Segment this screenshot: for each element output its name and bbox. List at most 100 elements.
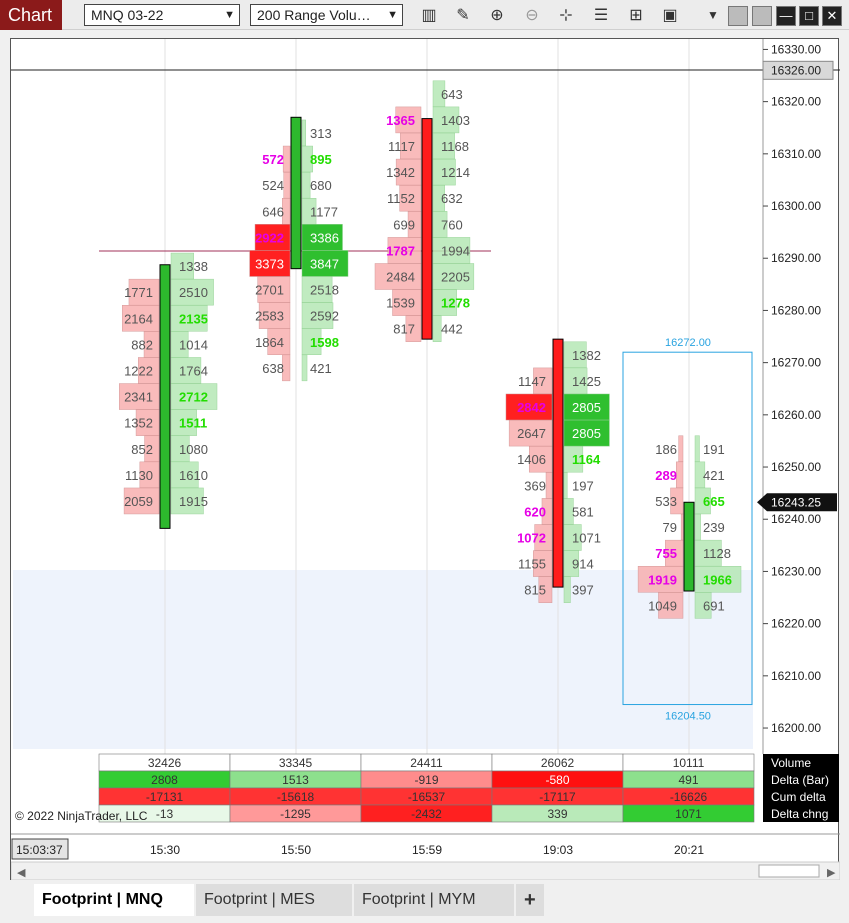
bid-volume-label: 1919 — [648, 572, 677, 587]
summary-cell-value: 26062 — [541, 756, 575, 770]
dropdown-icon[interactable]: ▼ — [707, 8, 719, 22]
price-tick-label: 16320.00 — [771, 95, 821, 109]
ask-volume-label: 2805 — [572, 426, 601, 441]
bid-volume-label: 1539 — [386, 296, 415, 311]
scroll-right-icon[interactable]: ▶ — [827, 867, 836, 879]
bid-volume-bar — [257, 276, 291, 303]
ask-volume-label: 581 — [572, 504, 594, 519]
ask-volume-label: 1278 — [441, 296, 470, 311]
summary-cell-value: 2808 — [151, 773, 178, 787]
tab-footprint-mym[interactable]: Footprint | MYM — [354, 884, 514, 916]
window-button-gray[interactable] — [728, 6, 748, 26]
summary-cell-value: 10111 — [673, 756, 705, 770]
candle-body[interactable] — [421, 118, 433, 340]
window-button-gray-2[interactable] — [752, 6, 772, 26]
bid-volume-bar — [254, 224, 291, 251]
tab-footprint-mnq[interactable]: Footprint | MNQ — [34, 884, 194, 916]
ask-volume-bar — [301, 171, 311, 199]
ask-volume-bar — [694, 487, 711, 515]
zoom-in-icon[interactable]: ⊕ — [490, 7, 504, 24]
ask-volume-label: 3386 — [310, 230, 339, 245]
ask-volume-label: 632 — [441, 191, 463, 206]
candle-body[interactable] — [159, 264, 171, 529]
candle-body[interactable] — [290, 116, 302, 270]
summary-cell-value: -16626 — [670, 790, 708, 804]
minimize-button[interactable]: — — [776, 6, 796, 26]
summary-cell-value: 1513 — [282, 773, 309, 787]
ask-volume-label: 1080 — [179, 442, 208, 457]
ask-volume-label: 1511 — [179, 416, 207, 431]
current-price-badge — [757, 493, 837, 512]
maximize-button[interactable]: □ — [799, 6, 819, 26]
bid-volume-label: 699 — [393, 217, 415, 232]
ask-volume-label: 1014 — [179, 337, 208, 352]
ask-volume-bar — [432, 289, 457, 316]
price-tick-label: 16240.00 — [771, 512, 821, 526]
data-series-icon[interactable]: ▥ — [421, 7, 437, 24]
bid-volume-label: 1864 — [255, 335, 284, 350]
ask-volume-label: 1994 — [441, 243, 470, 258]
scroll-left-icon[interactable]: ◀ — [17, 867, 26, 879]
chart-properties-icon[interactable]: ☰ — [593, 7, 609, 24]
candle-body[interactable] — [683, 501, 695, 592]
zoom-out-icon[interactable]: ⊖ — [525, 7, 539, 24]
bid-volume-label: 2922 — [255, 230, 284, 245]
bid-volume-label: 524 — [262, 178, 284, 193]
summary-cell-value: -17117 — [539, 790, 576, 804]
horizontal-scrollbar[interactable] — [11, 861, 840, 881]
bid-volume-label: 1771 — [124, 285, 153, 300]
add-tab-button[interactable]: + — [516, 884, 544, 916]
bid-volume-label: 1352 — [124, 416, 153, 431]
candle-body[interactable] — [552, 338, 564, 588]
ask-volume-label: 1071 — [572, 531, 601, 546]
time-tick-label: 15:50 — [281, 843, 311, 857]
bid-volume-label: 2583 — [255, 309, 284, 324]
close-button[interactable]: ✕ — [822, 6, 842, 26]
bid-volume-label: 638 — [262, 361, 284, 376]
summary-row-label: Volume — [771, 756, 811, 770]
summary-cell-value: -919 — [414, 773, 438, 787]
scrollbar-thumb[interactable] — [758, 864, 820, 878]
footprint-chart[interactable]: 1338 1771 2510 2164 2135 882 1014 1222 1764 2341 2… — [11, 39, 840, 882]
bid-volume-label: 533 — [655, 494, 677, 509]
ask-volume-bar — [432, 237, 471, 264]
bid-volume-label: 2647 — [517, 426, 546, 441]
crosshair-icon[interactable]: ⊹ — [559, 7, 573, 24]
selection-box[interactable] — [622, 351, 753, 706]
bid-volume-bar — [670, 487, 684, 515]
bid-volume-label: 1147 — [518, 374, 546, 389]
bid-volume-label: 572 — [262, 152, 284, 167]
ask-volume-label: 421 — [703, 468, 725, 483]
bid-volume-bar — [258, 302, 291, 329]
ask-volume-label: 197 — [572, 478, 594, 493]
ask-volume-label: 1214 — [441, 165, 470, 180]
bid-volume-label: 369 — [524, 478, 546, 493]
bar-type-selector[interactable]: 200 Range Volu… ▼ — [250, 4, 403, 26]
copyright-text: © 2022 NinjaTrader, LLC — [15, 809, 148, 823]
bid-volume-bar — [282, 145, 291, 173]
instrument-selector[interactable]: MNQ 03-22 ▼ — [84, 4, 240, 26]
bid-volume-label: 882 — [131, 337, 153, 352]
ask-volume-label: 1403 — [441, 113, 470, 128]
ask-volume-label: 2135 — [179, 311, 208, 326]
bid-volume-bar — [528, 445, 553, 473]
screenshot-icon[interactable]: ▣ — [662, 7, 678, 24]
bid-volume-bar — [637, 566, 684, 593]
ask-volume-bar — [694, 592, 712, 619]
bid-volume-label: 1117 — [388, 139, 415, 154]
ask-volume-label: 2510 — [179, 285, 208, 300]
ask-volume-label: 1382 — [572, 348, 601, 363]
bid-volume-bar — [387, 237, 422, 264]
bid-volume-label: 2164 — [124, 311, 153, 326]
time-tick-label: 15:59 — [412, 843, 442, 857]
drawing-tools-icon[interactable]: ✎ — [456, 7, 470, 24]
bid-volume-bar — [249, 250, 291, 277]
templates-icon[interactable]: ⊞ — [629, 7, 643, 24]
bid-volume-label: 646 — [262, 204, 284, 219]
tab-footprint-mes[interactable]: Footprint | MES — [196, 884, 352, 916]
bid-volume-bar — [678, 435, 684, 463]
bid-volume-label: 1406 — [517, 452, 546, 467]
ask-volume-label: 397 — [572, 583, 594, 598]
bid-volume-label: 1342 — [386, 165, 415, 180]
current-time-badge — [11, 838, 69, 860]
